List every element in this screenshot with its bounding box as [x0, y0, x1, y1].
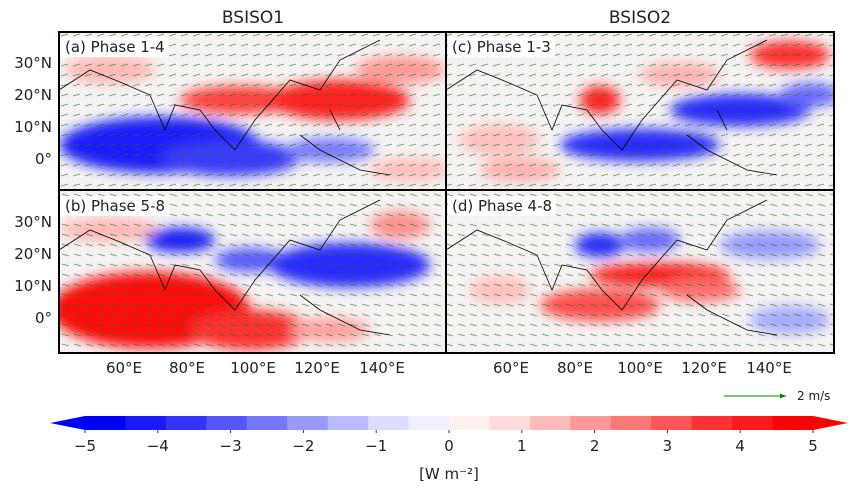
colorbar-tick-label: 4: [735, 437, 745, 455]
lon-tick-right-60e: 60°E: [492, 359, 530, 377]
colorbar-segment: [408, 416, 450, 430]
column-title-bsiso1: BSISO1: [221, 8, 285, 28]
lat-tick-bottom-30n: 30°N: [14, 213, 52, 231]
colorbar-segment: [732, 416, 774, 430]
panel-label-a: (a) Phase 1-4: [61, 37, 169, 57]
colorbar-segment: [651, 416, 693, 430]
colorbar-segment: [610, 416, 652, 430]
colorbar: [50, 416, 848, 433]
panel-c-map: [446, 32, 834, 190]
colorbar-segment: [449, 416, 490, 430]
colorbar-segment: [246, 416, 288, 430]
colorbar-segment: [206, 416, 248, 430]
lat-tick-bottom-10n: 10°N: [14, 277, 52, 295]
panel-a-map: [59, 32, 446, 190]
colorbar-tick-label: 3: [662, 437, 673, 455]
colorbar-segment: [691, 416, 733, 430]
lat-tick-top-0: 0°: [34, 150, 52, 168]
colorbar-segment: [165, 416, 207, 430]
column-title-bsiso2: BSISO2: [608, 8, 672, 28]
colorbar-tick-label: −4: [146, 437, 169, 455]
colorbar-segment: [772, 416, 814, 430]
reference-vector-label: 2 m/s: [797, 389, 831, 403]
lat-tick-bottom-0: 0°: [34, 309, 52, 327]
lat-tick-top-10n: 10°N: [14, 118, 52, 136]
lon-tick-right-140e: 140°E: [746, 359, 792, 377]
lon-tick-left-120e: 120°E: [294, 359, 340, 377]
lon-tick-left-60e: 60°E: [105, 359, 143, 377]
colorbar-label: [W m⁻²]: [419, 465, 479, 483]
lon-tick-left-100e: 100°E: [230, 359, 276, 377]
panel-label-c: (c) Phase 1-3: [448, 37, 555, 57]
colorbar-segment: [287, 416, 329, 430]
lat-tick-top-30n: 30°N: [14, 54, 52, 72]
lon-tick-left-80e: 80°E: [168, 359, 206, 377]
colorbar-tick-label: −5: [73, 437, 97, 455]
lon-tick-right-80e: 80°E: [556, 359, 594, 377]
panel-label-b: (b) Phase 5-8: [61, 196, 170, 216]
colorbar-tick-label: 2: [589, 437, 600, 455]
lon-tick-right-120e: 120°E: [681, 359, 727, 377]
panel-d-map: [446, 190, 834, 353]
colorbar-tick-label: 1: [517, 437, 527, 455]
colorbar-segment: [570, 416, 612, 430]
colorbar-segment: [125, 416, 167, 430]
colorbar-segment: [489, 416, 531, 430]
colorbar-tick-label: 0: [444, 437, 454, 455]
lat-tick-top-20n: 20°N: [14, 86, 52, 104]
colorbar-tick-label: −2: [292, 437, 315, 455]
reference-vector-arrow: [724, 393, 786, 399]
colorbar-segment: [85, 416, 126, 430]
lon-tick-left-140e: 140°E: [359, 359, 405, 377]
colorbar-tick-label: −1: [365, 437, 388, 455]
colorbar-extend-right: [813, 416, 848, 430]
colorbar-extend-left: [50, 416, 85, 430]
lat-tick-bottom-20n: 20°N: [14, 245, 52, 263]
panel-label-d: (d) Phase 4-8: [448, 196, 557, 216]
colorbar-segment: [368, 416, 410, 430]
colorbar-segment: [327, 416, 369, 430]
lon-tick-right-100e: 100°E: [617, 359, 663, 377]
panel-b-map: [59, 190, 446, 353]
colorbar-tick-label: −3: [219, 437, 242, 455]
colorbar-segment: [529, 416, 571, 430]
colorbar-tick-label: 5: [808, 437, 818, 455]
